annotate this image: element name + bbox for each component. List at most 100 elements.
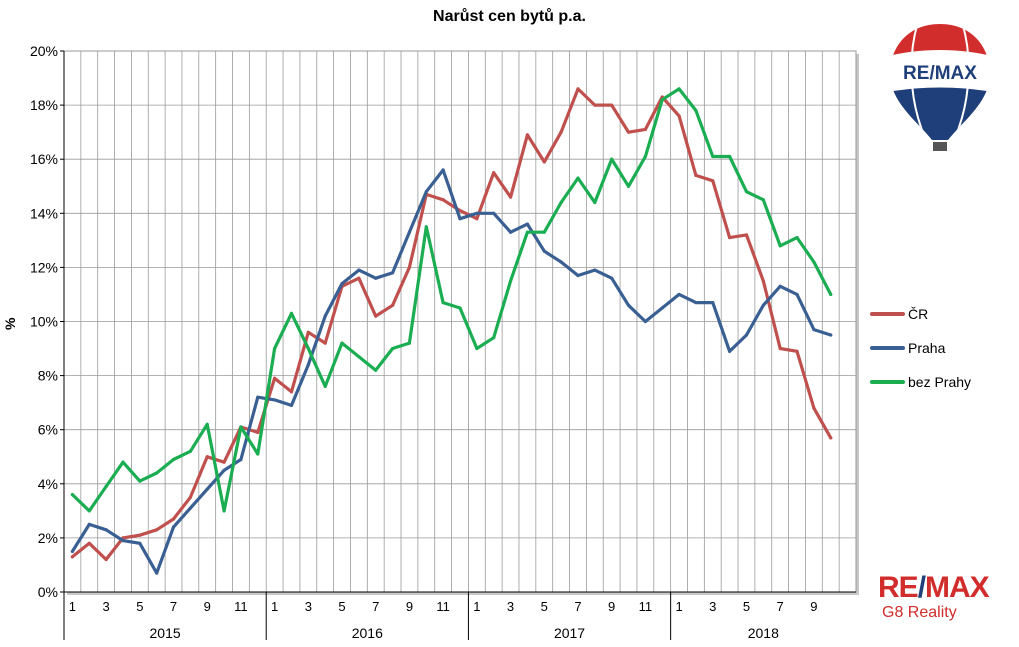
data-point bbox=[138, 479, 142, 483]
data-point bbox=[508, 279, 513, 283]
data-point bbox=[593, 103, 597, 107]
data-point bbox=[610, 103, 614, 107]
brand-text-right: MAX bbox=[925, 571, 990, 604]
y-tick-label: 12% bbox=[30, 259, 58, 275]
y-tick-label: 0% bbox=[38, 584, 58, 600]
data-point bbox=[728, 349, 732, 353]
data-point bbox=[559, 200, 563, 205]
data-point bbox=[256, 430, 260, 435]
data-point bbox=[744, 190, 749, 194]
y-tick-label: 16% bbox=[30, 151, 58, 167]
data-point bbox=[829, 292, 833, 297]
data-point bbox=[357, 355, 361, 359]
data-point bbox=[205, 422, 209, 426]
data-point bbox=[761, 198, 765, 202]
data-point bbox=[711, 179, 715, 183]
data-point bbox=[677, 87, 681, 91]
data-point bbox=[273, 376, 277, 380]
data-point bbox=[711, 300, 715, 305]
data-point bbox=[407, 230, 412, 234]
data-point bbox=[626, 130, 631, 134]
data-point bbox=[87, 541, 91, 545]
data-point bbox=[374, 368, 378, 372]
data-point bbox=[70, 549, 75, 554]
data-point bbox=[289, 311, 294, 315]
x-tick-label: 3 bbox=[103, 599, 110, 614]
data-point bbox=[744, 333, 749, 337]
data-point bbox=[458, 217, 462, 221]
x-tick-label: 3 bbox=[507, 599, 514, 614]
x-tick-label: 9 bbox=[810, 599, 817, 614]
data-point bbox=[188, 506, 192, 510]
series-line-bez-prahy bbox=[70, 87, 833, 513]
data-point bbox=[795, 292, 799, 297]
series-line-r bbox=[70, 87, 833, 562]
x-tick-label: 7 bbox=[777, 599, 784, 614]
data-point bbox=[357, 268, 361, 272]
data-point bbox=[525, 133, 530, 137]
remax-g8-logo: RE/MAX G8 Reality bbox=[878, 572, 1008, 622]
x-tick-label: 9 bbox=[406, 599, 413, 614]
data-point bbox=[222, 468, 226, 472]
data-point bbox=[222, 509, 226, 513]
data-point bbox=[289, 403, 294, 407]
y-tick-label: 6% bbox=[38, 422, 58, 438]
data-point bbox=[155, 528, 159, 532]
y-tick-label: 20% bbox=[30, 43, 58, 59]
data-point bbox=[778, 346, 782, 351]
data-point bbox=[660, 98, 664, 102]
data-point bbox=[407, 265, 412, 269]
series-line-praha bbox=[70, 168, 833, 575]
x-tick-label: 7 bbox=[170, 599, 177, 614]
data-point bbox=[812, 406, 816, 410]
x-tick-label: 3 bbox=[305, 599, 312, 614]
data-point bbox=[374, 314, 378, 318]
data-point bbox=[643, 154, 647, 159]
data-point bbox=[728, 154, 732, 159]
data-point bbox=[694, 108, 698, 113]
year-label: 2017 bbox=[554, 625, 585, 641]
data-point bbox=[205, 487, 209, 491]
x-tick-label: 11 bbox=[639, 599, 653, 614]
year-label: 2016 bbox=[352, 625, 383, 641]
x-tick-label: 9 bbox=[204, 599, 211, 614]
data-point bbox=[508, 195, 513, 199]
x-tick-label: 1 bbox=[473, 599, 480, 614]
data-point bbox=[643, 127, 647, 132]
data-point bbox=[626, 184, 631, 188]
data-point bbox=[475, 346, 479, 351]
data-point bbox=[610, 276, 614, 280]
remax-subtitle: G8 Reality bbox=[882, 604, 957, 621]
data-point bbox=[357, 276, 361, 280]
data-point bbox=[542, 249, 546, 253]
x-tick-label: 5 bbox=[338, 599, 345, 614]
data-point bbox=[542, 160, 546, 164]
data-point bbox=[138, 533, 142, 537]
data-point bbox=[70, 555, 75, 559]
data-point bbox=[171, 517, 176, 521]
data-point bbox=[761, 279, 765, 283]
data-point bbox=[323, 384, 327, 389]
data-point bbox=[104, 484, 108, 489]
data-point bbox=[711, 154, 715, 159]
data-point bbox=[492, 336, 496, 340]
data-point bbox=[138, 541, 142, 545]
data-point bbox=[795, 349, 799, 353]
data-point bbox=[390, 303, 395, 307]
data-point bbox=[559, 130, 563, 134]
data-point bbox=[188, 449, 192, 453]
data-point bbox=[289, 390, 294, 394]
data-point bbox=[121, 539, 125, 543]
data-point bbox=[239, 425, 243, 429]
data-point bbox=[188, 495, 192, 499]
data-point bbox=[559, 260, 563, 264]
data-point bbox=[441, 168, 445, 172]
data-point bbox=[239, 457, 243, 462]
data-point bbox=[475, 217, 479, 221]
data-point bbox=[390, 346, 395, 351]
data-point bbox=[694, 173, 698, 178]
data-point bbox=[626, 303, 631, 307]
data-point bbox=[390, 271, 395, 275]
data-point bbox=[340, 341, 344, 345]
data-point bbox=[492, 171, 496, 175]
